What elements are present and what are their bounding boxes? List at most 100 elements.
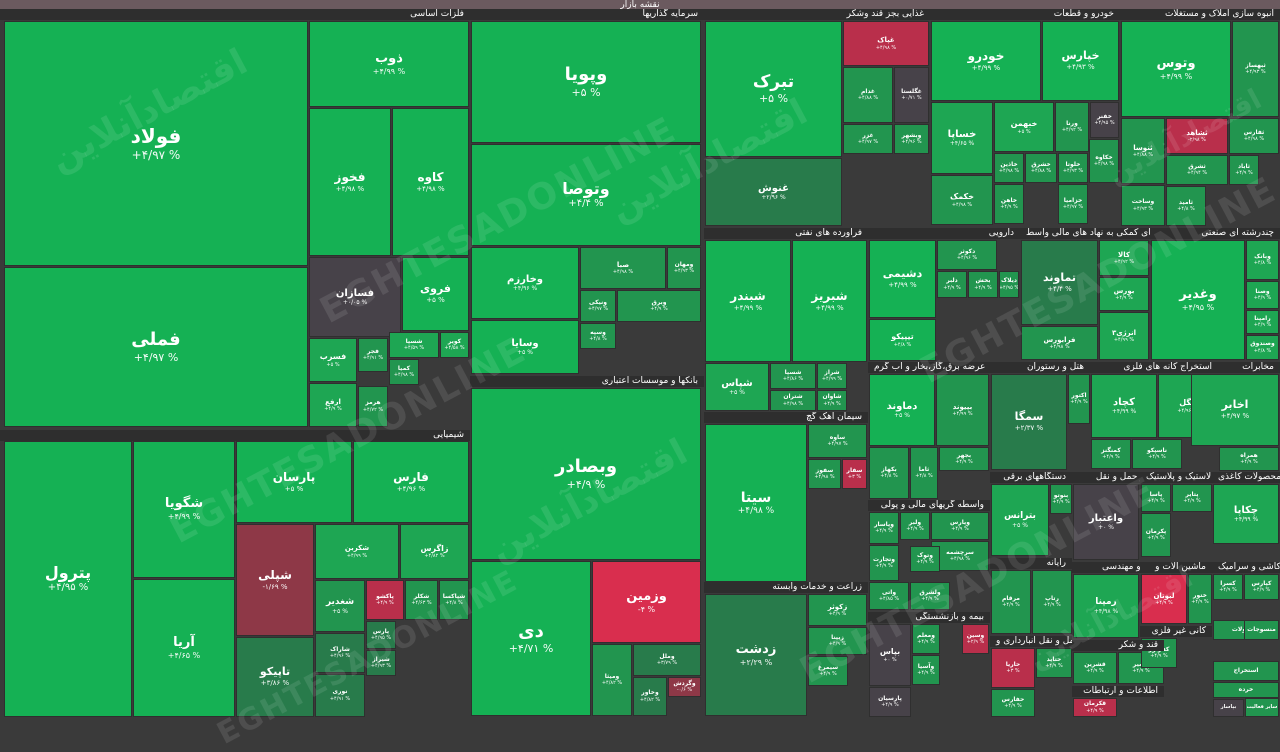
stock-tile[interactable]: شپلی -۱/۶۹ % — [236, 524, 314, 636]
stock-tile[interactable]: تیپیکو +۴/۸ % — [869, 319, 936, 361]
sector-header[interactable]: قند و شکر — [1072, 640, 1164, 651]
stock-tile[interactable]: دی +۴/۷۱ % — [471, 561, 591, 716]
stock-tile[interactable]: بخش +۴/۹ % — [968, 271, 998, 298]
stock-tile[interactable]: رمپنا +۴/۹۸ % — [1073, 574, 1139, 638]
sector-header[interactable]: شیمیایی — [0, 430, 470, 441]
stock-tile[interactable]: خپارس +۴/۹۳ % — [1042, 21, 1119, 101]
stock-tile[interactable]: شبریز +۴/۹۹ % — [792, 240, 867, 362]
stock-tile[interactable]: تماوند +۴/۴ % — [1021, 240, 1098, 325]
stock-tile[interactable]: خاهن +۴/۹ % — [994, 184, 1024, 224]
stock-tile[interactable]: وصنا +۴/۹ % — [1246, 281, 1279, 309]
stock-tile[interactable]: خلوتا +۴/۹۳ % — [1058, 153, 1088, 183]
stock-tile[interactable]: فسرب +۵ % — [309, 338, 357, 382]
stock-tile[interactable]: پارسیان +۴/۹ % — [869, 687, 911, 717]
stock-tile[interactable]: سفار +۳ % — [842, 459, 867, 489]
stock-tile[interactable]: پاسا +۴/۹ % — [1141, 484, 1171, 512]
stock-tile[interactable]: خساپا +۴/۶۵ % — [931, 102, 993, 174]
stock-tile[interactable]: وبصادر +۴/۹ % — [471, 388, 701, 560]
stock-tile[interactable]: رتاپ +۴/۹ % — [1032, 570, 1072, 634]
stock-tile[interactable]: وگردش -۰/۶ % — [668, 677, 701, 697]
stock-tile[interactable]: غپاک +۴/۹۸ % — [843, 21, 929, 66]
stock-tile[interactable]: وصندوق +۴/۸ % — [1246, 335, 1279, 360]
stock-tile[interactable]: خاذین +۴/۹۸ % — [994, 153, 1024, 183]
stock-tile[interactable]: استخراج — [1213, 661, 1279, 681]
stock-tile[interactable]: مرقام +۴/۹ % — [991, 570, 1031, 634]
stock-tile[interactable]: ثشاهد -۲/۹۸ % — [1166, 118, 1228, 154]
stock-tile[interactable]: فرابورس +۴/۹۸ % — [1021, 326, 1098, 360]
stock-tile[interactable]: ثفارس +۴/۹۸ % — [1229, 118, 1279, 154]
stock-tile[interactable]: لبوتان +۴/۹ % — [1141, 574, 1187, 624]
stock-tile[interactable]: ثامید +۴/۸ % — [1166, 186, 1206, 226]
stock-tile[interactable]: فجر +۴/۹۱ % — [358, 338, 388, 372]
stock-tile[interactable]: وسپه +۴/۸ % — [580, 323, 616, 349]
stock-tile[interactable]: اکتور +۴/۹ % — [1068, 374, 1090, 424]
stock-tile[interactable]: ومهان +۴/۹۳ % — [667, 247, 701, 289]
stock-tile[interactable]: غگلستا +۰/۷۱ % — [894, 67, 929, 123]
stock-tile[interactable]: قشرین +۴/۹ % — [1073, 652, 1117, 684]
stock-tile[interactable]: شیراز +۴/۹۳ % — [366, 650, 396, 676]
stock-tile[interactable]: پکرمان +۴/۹ % — [1141, 513, 1171, 557]
stock-tile[interactable]: سرچشمه +۴/۹۸ % — [931, 541, 989, 571]
sector-header[interactable]: کاشی و سرامیک — [1212, 562, 1280, 573]
stock-tile[interactable]: پتایر +۴/۹ % — [1172, 484, 1212, 512]
sector-header[interactable]: کانی غیر فلزی — [1140, 626, 1212, 637]
stock-tile[interactable]: خودرو +۴/۹۹ % — [931, 21, 1041, 101]
sector-header[interactable]: ماشین آلات و — [1140, 562, 1212, 573]
stock-tile[interactable]: وپویا +۵ % — [471, 21, 701, 143]
stock-tile[interactable]: کسرا +۴/۹ % — [1213, 574, 1243, 600]
stock-tile[interactable]: زبینا +۴/۹ % — [808, 627, 867, 655]
stock-tile[interactable]: کچاد +۴/۹۹ % — [1091, 374, 1157, 438]
stock-tile[interactable]: خفنر +۴/۹۵ % — [1090, 102, 1119, 138]
sector-header[interactable]: غذایی بجز قند وشکر — [704, 9, 930, 20]
stock-tile[interactable]: بترانس +۵ % — [991, 484, 1049, 556]
sector-header[interactable]: استخراج کانه های فلزی — [1090, 362, 1218, 373]
sector-header[interactable]: اطلاعات و ارتباطات — [1072, 686, 1164, 697]
stock-tile[interactable]: وسین +۲/۹ % — [962, 624, 989, 654]
stock-tile[interactable]: شراز +۴/۹۹ % — [817, 363, 847, 389]
sector-header[interactable]: بیمه و بازنشستگی — [868, 612, 990, 623]
stock-tile[interactable]: شکربن +۴/۹۹ % — [315, 524, 399, 579]
sector-header[interactable]: انبوه سازی املاک و مستغلات — [1120, 9, 1280, 20]
sector-header[interactable]: حمل و نقل انبارداری و — [990, 636, 1072, 647]
sector-header[interactable]: سایر حمل و نقل — [1072, 472, 1164, 483]
stock-tile[interactable]: خبهمن +۵ % — [994, 102, 1054, 152]
stock-tile[interactable]: شغدیر +۵ % — [315, 580, 365, 632]
stock-tile[interactable]: صبا +۴/۹۸ % — [580, 247, 666, 289]
stock-tile[interactable]: وپارس +۴/۹ % — [931, 512, 989, 540]
stock-tile[interactable]: تبرک +۵ % — [705, 21, 842, 157]
stock-tile[interactable]: ذوب +۴/۹۹ % — [309, 21, 469, 107]
stock-tile[interactable]: وبانک +۴/۸ % — [1246, 240, 1279, 280]
stock-tile[interactable]: کالا +۴/۹۲ % — [1099, 240, 1149, 276]
stock-tile[interactable]: وتوصا +۴/۴ % — [471, 144, 701, 246]
stock-tile[interactable]: همراه +۴/۹ % — [1219, 447, 1279, 471]
stock-tile[interactable]: کویر +۴/۵۸ % — [440, 332, 469, 358]
stock-tile[interactable]: بجهر +۴/۹ % — [939, 447, 989, 471]
sector-header[interactable]: بانکها و موسسات اعتباری — [470, 376, 704, 387]
stock-tile[interactable]: بورس +۴/۹ % — [1099, 277, 1149, 311]
stock-tile[interactable]: ارفع +۴/۹ % — [309, 383, 357, 427]
stock-tile[interactable]: وخارزم +۴/۹۶ % — [471, 247, 579, 319]
stock-tile[interactable]: ولبر +۴/۹ % — [900, 512, 930, 540]
stock-tile[interactable]: فولاد +۴/۹۷ % — [4, 21, 308, 266]
stock-tile[interactable]: ناسپکو +۴/۹ % — [1132, 439, 1182, 469]
stock-tile[interactable]: زدشت +۲/۲۹ % — [705, 594, 807, 716]
stock-tile[interactable]: خکمک +۴/۹۸ % — [931, 175, 993, 225]
stock-tile[interactable]: شپاکسا +۴/۸ % — [439, 580, 469, 620]
stock-tile[interactable]: انرژی۳ +۴/۹۹ % — [1099, 312, 1149, 360]
sector-header[interactable]: رایانه — [990, 558, 1072, 569]
sector-header[interactable]: فعالیتهای کمکی به نهاد های مالی واسط — [1020, 228, 1150, 239]
stock-tile[interactable]: شبندر +۴/۹۹ % — [705, 240, 791, 362]
stock-tile[interactable]: حفارس +۴/۹ % — [991, 689, 1035, 717]
stock-tile[interactable]: هرمز +۴/۷۲ % — [358, 386, 388, 427]
stock-tile[interactable]: شکلر +۴/۶۳ % — [405, 580, 438, 620]
stock-tile[interactable]: فخوز +۴/۹۸ % — [309, 108, 391, 256]
stock-tile[interactable]: قکرمان +۴/۹ % — [1073, 698, 1117, 717]
sector-header[interactable]: زراعت و خدمات وابسته — [704, 582, 868, 593]
stock-tile[interactable]: غدام +۴/۸۸ % — [843, 67, 893, 123]
sector-header[interactable]: خودرو و قطعات — [930, 9, 1120, 20]
stock-tile[interactable]: دشیمی +۴/۹۹ % — [869, 240, 936, 318]
sector-header[interactable]: فنی و مهندسی — [1072, 562, 1164, 573]
stock-tile[interactable]: حاریا +۳ % — [991, 648, 1035, 688]
stock-tile[interactable]: وزمین -۴ % — [592, 561, 701, 643]
sector-header[interactable]: مخابرات — [1218, 362, 1280, 373]
